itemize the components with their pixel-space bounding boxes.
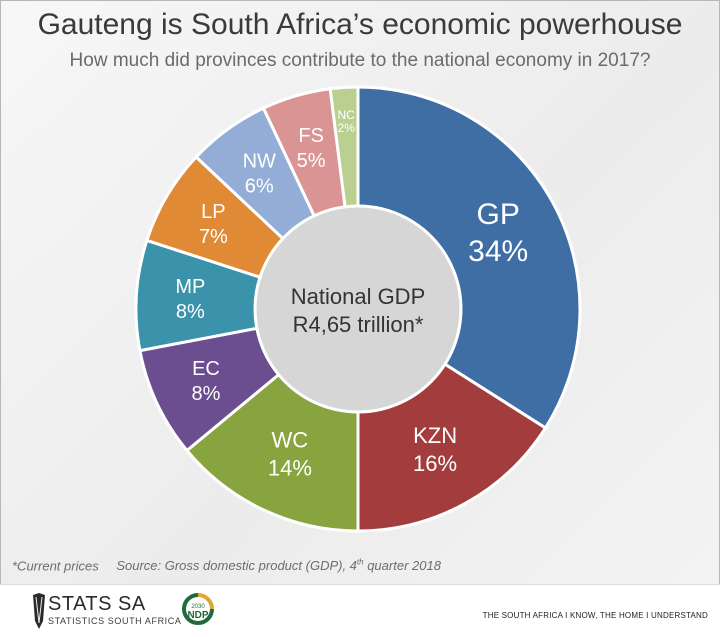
footnote-note: *Current prices <box>12 558 99 574</box>
slice-label-mp: MP <box>175 276 205 298</box>
center-label-line1: National GDP <box>291 284 426 309</box>
slice-value-kzn: 16% <box>413 451 457 476</box>
ndp-year-text: 2030 <box>191 604 205 610</box>
slice-label-lp: LP <box>201 201 225 223</box>
chart-title: Gauteng is South Africa’s economic power… <box>37 8 683 41</box>
stats-sa-logo-subtext: STATISTICS SOUTH AFRICA <box>48 616 182 626</box>
ndp-logo-icon: 2030 NDP <box>182 593 214 625</box>
slice-value-nc: 2% <box>338 121 356 135</box>
slice-label-fs: FS <box>298 125 324 147</box>
footer-tagline: THE SOUTH AFRICA I KNOW, THE HOME I UNDE… <box>482 611 708 620</box>
slice-value-ec: 8% <box>192 383 221 405</box>
footnote-source-suffix: quarter 2018 <box>363 558 441 574</box>
slice-value-fs: 5% <box>297 150 326 172</box>
slice-value-lp: 7% <box>199 226 228 248</box>
slice-label-wc: WC <box>272 427 309 452</box>
slice-value-gp: 34% <box>468 235 528 268</box>
footnote: *Current prices Source: Gross domestic p… <box>12 558 441 573</box>
center-circle <box>253 204 463 414</box>
footer-bar: STATS SA STATISTICS SOUTH AFRICA 2030 ND… <box>0 584 720 637</box>
slice-value-nw: 6% <box>245 176 274 198</box>
slice-label-ec: EC <box>192 358 220 380</box>
slice-value-wc: 14% <box>268 455 312 480</box>
stats-sa-logo-icon <box>33 593 45 629</box>
ndp-text: NDP <box>187 610 208 621</box>
slice-value-mp: 8% <box>176 301 205 323</box>
stats-sa-logo-text: STATS SA <box>48 593 146 615</box>
slice-label-nw: NW <box>243 151 276 173</box>
slice-label-kzn: KZN <box>413 423 457 448</box>
slice-label-group: GP 34% KZN 16% WC 14% EC 8% MP 8% LP 7% NW 6% FS 5% NC2% <box>175 108 528 480</box>
footnote-source-sup: th <box>356 558 364 567</box>
slice-label-nc: NC <box>338 108 356 122</box>
footnote-source: Source: Gross domestic product (GDP), 4t… <box>116 558 441 573</box>
chart-subtitle: How much did provinces contribute to the… <box>69 50 651 71</box>
center-label-line2: R4,65 trillion* <box>293 312 424 337</box>
slice-label-gp: GP <box>477 198 520 231</box>
donut-chart: GP 34% KZN 16% WC 14% EC 8% MP 8% LP 7% NW 6% FS 5% NC2%… <box>134 85 582 533</box>
footnote-source-prefix: Source: Gross domestic product (GDP), 4 <box>116 558 357 574</box>
